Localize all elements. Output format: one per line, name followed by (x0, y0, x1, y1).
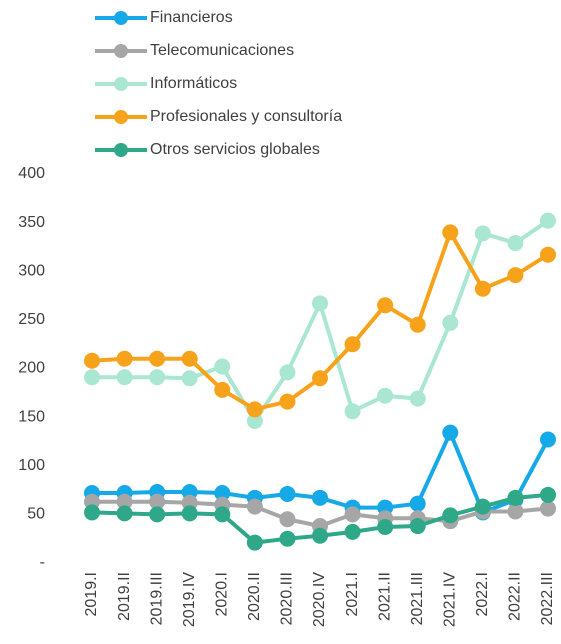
point (409, 390, 426, 407)
point (507, 267, 524, 284)
point (279, 393, 296, 410)
series-line (90, 218, 550, 424)
point (507, 489, 524, 506)
point (442, 424, 459, 441)
point (279, 485, 296, 502)
point (312, 295, 328, 312)
point (214, 484, 231, 501)
point (409, 495, 426, 512)
legend-marker (114, 77, 128, 91)
legend-label: Otros servicios globales (150, 141, 320, 158)
legend-marker (114, 11, 128, 25)
y-tick-label: 50 (27, 506, 45, 523)
y-tick-label: 300 (18, 262, 45, 279)
point (377, 297, 394, 314)
x-tick-label: 2019.IV (181, 572, 198, 627)
x-tick-label: 2020.IV (311, 572, 328, 627)
point (84, 369, 100, 386)
x-tick-label: 2020.I (214, 572, 231, 616)
x-tick-label: 2019.II (116, 572, 133, 621)
x-tick-label: 2019.III (148, 572, 165, 625)
point (279, 364, 296, 381)
point (279, 530, 296, 547)
point (344, 336, 361, 353)
x-tick-label: 2022.II (507, 572, 524, 621)
y-tick-label: 200 (18, 360, 45, 377)
y-tick-label: 250 (18, 311, 45, 328)
point (312, 370, 328, 387)
point (474, 280, 491, 297)
point (409, 316, 426, 333)
point (507, 235, 524, 252)
point (116, 493, 133, 510)
point (344, 523, 361, 540)
point (442, 314, 459, 331)
y-tick-label: 400 (18, 165, 45, 182)
y-tick-label: 150 (18, 408, 45, 425)
point (540, 246, 556, 263)
point (116, 369, 133, 386)
y-tick-label: 100 (18, 457, 45, 474)
point (181, 505, 198, 522)
point (540, 500, 556, 517)
point (507, 503, 524, 520)
point (540, 486, 556, 503)
point (181, 350, 198, 367)
point (409, 518, 426, 535)
point (214, 506, 231, 523)
legend-marker (114, 143, 128, 157)
x-tick-label: 2019.I (83, 572, 100, 616)
point (84, 352, 100, 369)
point (442, 224, 459, 241)
legend-label: Profesionales y consultoría (150, 108, 342, 125)
x-tick-label: 2021.I (344, 572, 361, 616)
legend-label: Financieros (150, 9, 233, 26)
legend-marker (114, 44, 128, 58)
y-tick-label: 350 (18, 214, 45, 231)
y-tick-label: - (40, 554, 45, 571)
x-tick-label: 2021.IV (442, 572, 459, 627)
point (540, 431, 556, 448)
point (474, 498, 491, 515)
x-tick-label: 2021.III (409, 572, 426, 625)
point (149, 493, 166, 510)
point (116, 350, 133, 367)
x-tick-label: 2020.II (246, 572, 263, 621)
point (214, 381, 231, 398)
point (214, 358, 231, 375)
point (181, 370, 198, 387)
point (246, 498, 263, 515)
point (377, 387, 394, 404)
x-tick-label: 2021.II (376, 572, 393, 621)
point (377, 519, 394, 536)
point (312, 527, 328, 544)
point (149, 369, 166, 386)
point (442, 507, 459, 524)
point (149, 350, 166, 367)
point (149, 506, 166, 523)
point (246, 401, 263, 418)
x-tick-label: 2020.III (279, 572, 296, 625)
legend-label: Informáticos (150, 75, 237, 92)
point (84, 504, 100, 521)
legend-label: Telecomunicaciones (150, 42, 294, 59)
x-tick-label: 2022.I (474, 572, 491, 616)
point (246, 534, 263, 551)
legend-marker (114, 110, 128, 124)
point (312, 489, 328, 506)
point (116, 505, 133, 522)
x-tick-label: 2022.III (539, 572, 556, 625)
point (540, 212, 556, 229)
point (279, 511, 296, 528)
point (344, 506, 361, 523)
point (474, 225, 491, 242)
point (246, 413, 263, 430)
point (344, 403, 361, 420)
